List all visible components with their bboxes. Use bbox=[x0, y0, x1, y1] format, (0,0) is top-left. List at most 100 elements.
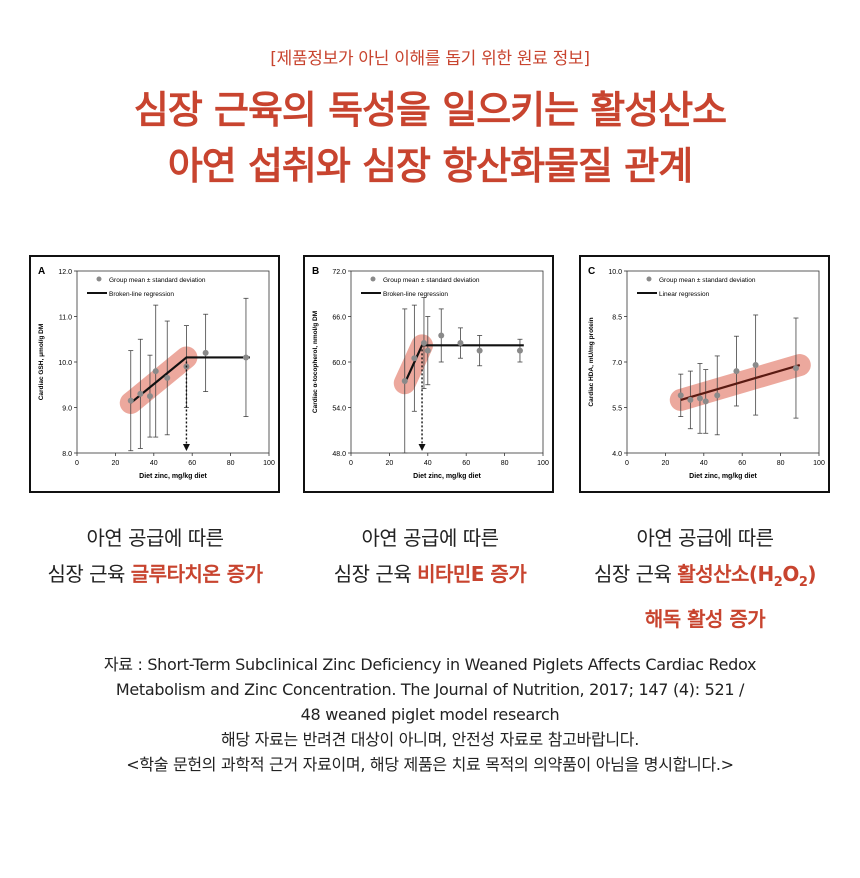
chart-c-ytick-label: 5.5 bbox=[612, 406, 622, 413]
chart-c-xtick-label: 40 bbox=[700, 460, 708, 467]
chart-c-xtick-label: 80 bbox=[777, 460, 785, 467]
chart-b-xtick-label: 40 bbox=[424, 460, 432, 467]
chart-a-regression-line bbox=[130, 356, 250, 404]
chart-b-xlabel: Diet zinc, mg/kg diet bbox=[413, 473, 481, 480]
chart-a-data-point bbox=[152, 368, 159, 375]
chart-b-data-point bbox=[438, 332, 445, 339]
chart-a-ytick-label: 10.0 bbox=[58, 360, 72, 367]
chart-a-legend-point-marker bbox=[96, 276, 102, 282]
chart-a-data-point bbox=[242, 354, 249, 361]
chart-a-xtick-label: 100 bbox=[263, 460, 275, 467]
chart-a-xlabel: Diet zinc, mg/kg diet bbox=[139, 473, 207, 480]
chart-b-plot-frame bbox=[350, 270, 544, 454]
chart-a-legend-item-2: Broken-line regression bbox=[109, 291, 174, 298]
chart-a-ytick-label: 8.0 bbox=[62, 451, 72, 458]
chart-a-data-point bbox=[146, 393, 153, 400]
caption-a-highlight: 글루타치온 증가 bbox=[130, 562, 263, 586]
chart-b-legend-item-2: Broken-line regression bbox=[383, 291, 448, 298]
title-line-1: 심장 근육의 독성을 일으키는 활성산소 bbox=[133, 88, 727, 132]
caption-c-highlight: 활성산소(H2O2) bbox=[677, 562, 817, 590]
chart-c-panel-label: C bbox=[588, 266, 595, 277]
caption-c-line1: 아연 공급에 따른 bbox=[636, 526, 774, 550]
chart-c-data-point bbox=[733, 368, 740, 375]
info-notice: [제품정보가 아닌 이해를 돕기 위한 원료 정보] bbox=[270, 49, 590, 69]
caption-c-line2: 심장 근육 활성산소(H2O2) bbox=[565, 556, 845, 601]
source-line-4: 해당 자료는 반려견 대상이 아니며, 안전성 자료로 참고바랍니다. bbox=[221, 730, 639, 749]
chart-panel-a: A 8.0 9.0 10.0 11.0 12.0 0 20 40 60 80 100 Diet zinc… bbox=[29, 255, 280, 493]
source-line-3: 48 weaned piglet model research bbox=[300, 705, 560, 724]
chart-b-xtick-label: 60 bbox=[462, 460, 470, 467]
chart-b-xtick-label: 80 bbox=[501, 460, 509, 467]
chart-a-xtick-label: 80 bbox=[227, 460, 235, 467]
chart-b-xtick-label: 20 bbox=[386, 460, 394, 467]
chart-a-data-point bbox=[202, 349, 209, 356]
chart-a-ytick-label: 11.0 bbox=[59, 315, 72, 322]
chart-b-data-point bbox=[420, 340, 427, 347]
chart-b-xtick-label: 100 bbox=[537, 460, 549, 467]
chart-c: C 4.0 5.5 7.0 8.5 10.0 0 20 40 60 80 100 Diet zinc, … bbox=[588, 266, 825, 480]
chart-a-ytick-label: 9.0 bbox=[62, 406, 72, 413]
caption-c-sub1: 2 bbox=[773, 575, 783, 590]
chart-a-xtick-label: 60 bbox=[188, 460, 196, 467]
chart-b-data-point bbox=[457, 340, 464, 347]
chart-b-data-point bbox=[401, 377, 408, 384]
title-line-2: 아연 섭취와 심장 항산화물질 관계 bbox=[167, 144, 693, 188]
chart-panel-b: B 48.0 54.0 60.0 66.0 72.0 0 20 40 60 80 100 Diet zi… bbox=[303, 255, 554, 493]
chart-c-ylabel: Cardiac HDA, mU/mg protein bbox=[588, 317, 595, 406]
caption-b-line1: 아연 공급에 따른 bbox=[361, 526, 499, 550]
chart-c-data-point bbox=[714, 392, 721, 399]
chart-c-data-point bbox=[677, 392, 684, 399]
page-title: 심장 근육의 독성을 일으키는 활성산소 아연 섭취와 심장 항산화물질 관계 bbox=[0, 82, 860, 194]
chart-c-xtick-label: 0 bbox=[625, 460, 629, 467]
caption-c-sub2: 2 bbox=[798, 575, 808, 590]
chart-a-legend-item-1: Group mean ± standard deviation bbox=[109, 277, 206, 284]
chart-c-regression-line bbox=[680, 363, 801, 401]
chart-a-ylabel: Cardiac GSH, μmol/g DM bbox=[38, 324, 45, 401]
chart-b-ytick-label: 66.0 bbox=[332, 315, 346, 322]
chart-c-data-point bbox=[702, 398, 709, 405]
chart-panel-c: C 4.0 5.5 7.0 8.5 10.0 0 20 40 60 80 100 Diet zinc, … bbox=[579, 255, 830, 493]
chart-c-ytick-label: 8.5 bbox=[612, 315, 622, 322]
chart-a-ytick-label: 12.0 bbox=[58, 269, 72, 276]
caption-b: 아연 공급에 따른 심장 근육 비타민E 증가 bbox=[290, 520, 570, 592]
chart-c-legend-item-2: Linear regression bbox=[659, 291, 710, 298]
caption-b-highlight: 비타민E 증가 bbox=[417, 562, 527, 586]
chart-b-xtick-label: 0 bbox=[349, 460, 353, 467]
chart-b-data-point bbox=[476, 347, 483, 354]
chart-c-legend-point-marker bbox=[646, 276, 652, 282]
chart-b-data-point bbox=[411, 355, 418, 362]
chart-c-xtick-label: 20 bbox=[662, 460, 670, 467]
caption-c-line3: 해독 활성 증가 bbox=[644, 607, 766, 631]
chart-c-xtick-label: 100 bbox=[813, 460, 825, 467]
chart-b-ytick-label: 54.0 bbox=[332, 406, 346, 413]
caption-a-line2: 심장 근육 글루타치온 증가 bbox=[15, 556, 295, 592]
chart-c-data-point bbox=[752, 362, 759, 369]
caption-c-plain: 심장 근육 bbox=[593, 562, 678, 586]
caption-c: 아연 공급에 따른 심장 근육 활성산소(H2O2) 해독 활성 증가 bbox=[565, 520, 845, 637]
source-line-1: 자료 : Short-Term Subclinical Zinc Deficie… bbox=[103, 655, 757, 674]
chart-b-legend-item-1: Group mean ± standard deviation bbox=[383, 277, 480, 284]
source-line-5: <학술 문헌의 과학적 근거 자료이며, 해당 제품은 치료 목적의 의약품이 … bbox=[126, 755, 734, 774]
chart-c-data-point bbox=[687, 396, 694, 403]
caption-a-plain: 심장 근육 bbox=[47, 562, 131, 586]
caption-c-hl-c: ) bbox=[807, 562, 817, 586]
caption-a: 아연 공급에 따른 심장 근육 글루타치온 증가 bbox=[15, 520, 295, 592]
chart-c-ytick-label: 4.0 bbox=[612, 451, 622, 458]
chart-b-legend-point-marker bbox=[370, 276, 376, 282]
chart-b-ytick-label: 72.0 bbox=[332, 269, 346, 276]
caption-c-hl-a: 활성산소(H bbox=[677, 562, 774, 586]
chart-c-ytick-label: 7.0 bbox=[612, 360, 622, 367]
chart-a-panel-label: A bbox=[38, 266, 45, 277]
source-line-2: Metabolism and Zinc Concentration. The J… bbox=[115, 680, 745, 699]
chart-b-panel-label: B bbox=[312, 266, 319, 277]
chart-a-data-point bbox=[127, 397, 134, 404]
chart-c-data-point bbox=[696, 395, 703, 402]
chart-a-data-point bbox=[137, 390, 144, 397]
source-citation: 자료 : Short-Term Subclinical Zinc Deficie… bbox=[0, 652, 860, 777]
chart-a-data-point bbox=[164, 374, 171, 381]
chart-a: A 8.0 9.0 10.0 11.0 12.0 0 20 40 60 80 100 Diet zinc… bbox=[38, 266, 275, 480]
chart-a-breakpoint-arrowhead bbox=[182, 444, 190, 451]
chart-a-xtick-label: 40 bbox=[150, 460, 158, 467]
caption-c-hl-b: O bbox=[782, 562, 799, 586]
chart-c-data-point bbox=[792, 365, 799, 372]
